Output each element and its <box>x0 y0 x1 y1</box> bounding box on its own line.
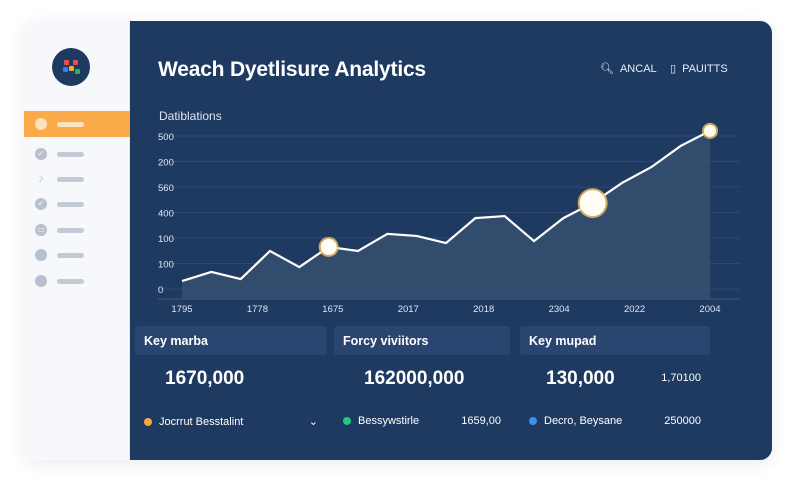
line-chart: 0 100 100 400 560 200 500 1795 1778 1675 2017 2018 2… <box>158 122 740 315</box>
ancal-label: ANCAL <box>619 62 657 75</box>
legend-label: Jocrrut Besstalint <box>159 415 244 428</box>
sidebar-item-label <box>57 201 84 207</box>
sidebar-item-2[interactable]: ✓ <box>24 141 130 167</box>
app-logo[interactable] <box>52 48 90 86</box>
sidebar-item-label <box>57 278 84 284</box>
page-title: Weach Dyetlisure Analytics <box>158 58 426 81</box>
sidebar-item-label <box>57 121 84 127</box>
kpi-value: 1670,000 <box>165 368 245 389</box>
data-point-highlight <box>579 190 606 217</box>
sidebar-item-7[interactable] <box>24 268 130 294</box>
kpi-value: 162000,000 <box>364 368 465 389</box>
kpi-side-value: 1,70100 <box>661 372 701 384</box>
document-icon: ▯ <box>670 63 677 75</box>
sidebar-item-6[interactable] <box>24 242 130 268</box>
y-tick-label: 200 <box>158 158 174 169</box>
inbox-icon: ▭ <box>35 224 47 236</box>
kpi-legend: Bessywstirle 1659,00 <box>343 415 501 427</box>
circle-icon <box>35 275 47 287</box>
kpi-card-3: Key mupad 130,000 1,70100 Decro, Beysane… <box>520 326 710 427</box>
kpi-card-2: Forcy viviitors 162000,000 Bessywstirle 1… <box>334 326 510 427</box>
circle-icon <box>35 249 47 261</box>
check-icon: ✓ <box>35 198 47 210</box>
y-tick-label: 500 <box>158 132 174 143</box>
legend-dot <box>529 417 537 425</box>
y-tick-label: 0 <box>158 285 163 296</box>
ancal-button[interactable]: 🔍︎ ANCAL <box>600 62 657 76</box>
x-tick-label: 1675 <box>322 304 343 315</box>
sidebar-item-5[interactable]: ▭ <box>24 217 130 243</box>
x-tick-label: 2022 <box>624 304 645 315</box>
legend-dot <box>343 417 351 425</box>
circle-icon <box>35 118 47 130</box>
kpi-title: Key marba <box>135 326 327 355</box>
area-fill <box>182 130 710 299</box>
music-icon: ♪ <box>38 173 44 185</box>
sidebar-item-4[interactable]: ✓ <box>24 191 130 217</box>
kpi-card-1: Key marba 1670,000 Jocrrut Besstalint ⌄ <box>135 326 327 428</box>
x-tick-label: 2018 <box>473 304 494 315</box>
x-tick-label: 2304 <box>549 304 570 315</box>
sidebar-item-label <box>57 227 84 233</box>
sidebar: ✓ ♪ ✓ ▭ <box>24 21 130 460</box>
legend-value: 250000 <box>664 415 701 427</box>
legend-label: Decro, Beysane <box>544 415 623 427</box>
x-tick-label: 2004 <box>699 304 720 315</box>
x-tick-label: 2017 <box>398 304 419 315</box>
legend-dot <box>144 417 152 426</box>
pauitts-button[interactable]: ▯ PAUITTS <box>670 62 728 76</box>
y-tick-label: 400 <box>158 209 174 220</box>
kpi-title: Forcy viviitors <box>334 326 510 355</box>
kpi-legend: Decro, Beysane 250000 <box>529 415 701 427</box>
kpi-legend: Jocrrut Besstalint ⌄ <box>144 415 318 428</box>
sidebar-item-1[interactable] <box>24 111 130 137</box>
y-tick-label: 100 <box>158 260 174 271</box>
kpi-title: Key mupad <box>520 326 710 355</box>
legend-value: 1659,00 <box>461 415 501 427</box>
check-icon: ✓ <box>35 148 47 160</box>
main-panel: Weach Dyetlisure Analytics 🔍︎ ANCAL ▯ PAUI… <box>130 21 772 460</box>
x-tick-label: 1795 <box>171 304 192 315</box>
series-line <box>181 129 711 283</box>
sidebar-item-label <box>57 151 84 157</box>
data-point-highlight <box>320 238 337 255</box>
y-tick-label: 560 <box>158 183 174 194</box>
sidebar-item-label <box>57 252 84 258</box>
pauitts-label: PAUITTS <box>682 62 728 75</box>
search-icon: 🔍︎ <box>600 63 614 75</box>
data-point-highlight <box>704 124 716 137</box>
kpi-value: 130,000 <box>546 368 615 389</box>
x-tick-label: 1778 <box>247 304 268 315</box>
y-tick-label: 100 <box>158 234 174 245</box>
sidebar-item-3[interactable]: ♪ <box>24 166 130 192</box>
sidebar-item-label <box>57 176 84 182</box>
chart-title: Datiblations <box>159 109 222 123</box>
legend-label: Bessywstirle <box>358 415 420 427</box>
chevron-down-icon[interactable]: ⌄ <box>308 416 318 428</box>
app-window: ✓ ♪ ✓ ▭ Weach Dyetlisure Analytics 🔍︎ ANC… <box>24 21 772 460</box>
